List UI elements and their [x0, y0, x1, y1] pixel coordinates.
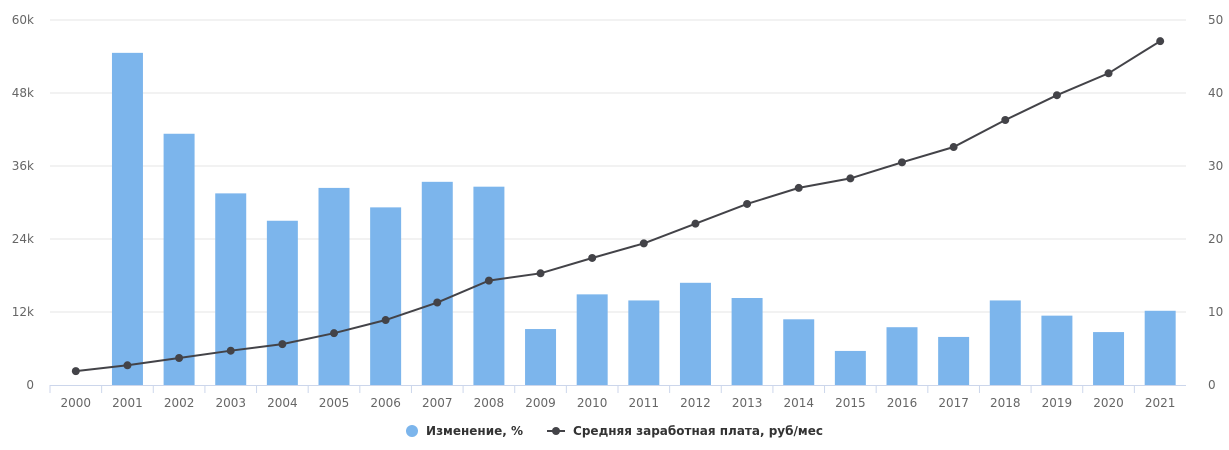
- line-point-2016[interactable]: [898, 158, 906, 167]
- line-point-2006[interactable]: [381, 316, 390, 325]
- x-tick-label: 2020: [1093, 396, 1124, 410]
- x-tick-label: 2018: [990, 396, 1021, 410]
- line-point-2018[interactable]: [1001, 116, 1010, 125]
- y-axis-right: 0 10 20 30 40 50: [1208, 13, 1223, 392]
- legend-bar-label: Изменение, %: [426, 424, 524, 438]
- bar-2010[interactable]: [576, 294, 608, 385]
- line-point-2001[interactable]: [123, 361, 132, 370]
- line-point-2010[interactable]: [588, 253, 597, 262]
- y-left-tick-label: 48k: [12, 86, 34, 100]
- line-point-2013[interactable]: [743, 199, 752, 208]
- x-tick-label: 2010: [577, 396, 608, 410]
- legend-item-line[interactable]: Средняя заработная плата, руб/мес: [547, 424, 823, 438]
- legend-bar-marker-icon: [406, 425, 419, 437]
- line-series: [71, 37, 1165, 376]
- bar-2021[interactable]: [1144, 310, 1176, 385]
- bar-2007[interactable]: [421, 181, 453, 385]
- line-point-2002[interactable]: [175, 353, 184, 362]
- bar-2003[interactable]: [215, 193, 247, 385]
- bar-series: [111, 52, 1176, 385]
- y-left-tick-label: 0: [26, 378, 34, 392]
- y-right-tick-label: 30: [1208, 159, 1223, 173]
- y-right-tick-label: 50: [1208, 13, 1223, 27]
- x-tick-label: 2015: [835, 396, 866, 410]
- y-left-tick-label: 36k: [12, 159, 34, 173]
- bar-2012[interactable]: [679, 282, 711, 385]
- x-tick-label: 2003: [215, 396, 246, 410]
- line-point-2008[interactable]: [484, 276, 493, 285]
- line-point-2012[interactable]: [691, 219, 700, 228]
- x-tick-label: 2009: [525, 396, 556, 410]
- x-tick-label: 2014: [783, 396, 814, 410]
- x-tick-label: 2021: [1145, 396, 1176, 410]
- x-tick-label: 2016: [887, 396, 918, 410]
- bar-2014[interactable]: [783, 319, 815, 385]
- line-point-2003[interactable]: [226, 346, 235, 355]
- line-point-2014[interactable]: [794, 183, 803, 192]
- legend-line-label: Средняя заработная плата, руб/мес: [573, 424, 823, 438]
- bar-2005[interactable]: [318, 187, 350, 385]
- y-right-tick-label: 40: [1208, 86, 1223, 100]
- line-point-2021[interactable]: [1156, 37, 1165, 46]
- bar-2019[interactable]: [1041, 315, 1073, 385]
- x-tick-label: 2013: [732, 396, 763, 410]
- x-tick-label: 2011: [629, 396, 660, 410]
- line-point-2007[interactable]: [433, 298, 442, 307]
- legend-line-marker-icon: [547, 425, 566, 437]
- x-tick-label: 2002: [164, 396, 195, 410]
- x-tick-label: 2000: [61, 396, 92, 410]
- line-point-2004[interactable]: [278, 340, 287, 349]
- y-right-tick-label: 0: [1208, 378, 1216, 392]
- y-left-tick-label: 24k: [12, 232, 34, 246]
- bar-2004[interactable]: [266, 220, 298, 385]
- bar-2015[interactable]: [834, 350, 866, 385]
- x-tick-label: 2004: [267, 396, 298, 410]
- x-tick-label: 2008: [474, 396, 505, 410]
- x-tick-label: 2012: [680, 396, 711, 410]
- x-tick-label: 2006: [370, 396, 401, 410]
- line-point-2005[interactable]: [330, 329, 338, 338]
- y-axis-left: 0 12k 24k 36k 48k 60k: [12, 13, 34, 392]
- line-point-2019[interactable]: [1052, 91, 1061, 100]
- line-point-2020[interactable]: [1104, 69, 1113, 78]
- line-point-2011[interactable]: [639, 239, 648, 248]
- salary-line: [75, 40, 1161, 373]
- x-tick-label: 2019: [1042, 396, 1073, 410]
- y-right-tick-label: 20: [1208, 232, 1223, 246]
- x-axis: 2000 2001 2002 2003 2004 2005 2006 2007 2008 2009…: [49, 385, 1186, 410]
- bar-2011[interactable]: [628, 300, 660, 385]
- line-point-2015[interactable]: [846, 174, 855, 183]
- y-right-tick-label: 10: [1208, 305, 1223, 319]
- x-tick-label: 2007: [422, 396, 453, 410]
- x-tick-label: 2005: [319, 396, 350, 410]
- bar-2016[interactable]: [886, 327, 918, 385]
- x-tick-label: 2001: [112, 396, 143, 410]
- legend: Изменение, % Средняя заработная плата, р…: [0, 424, 1229, 438]
- legend-item-bars[interactable]: Изменение, %: [406, 424, 523, 438]
- bar-2001[interactable]: [111, 52, 143, 385]
- bar-2002[interactable]: [163, 133, 195, 385]
- line-point-2000[interactable]: [71, 367, 80, 376]
- bar-2017[interactable]: [938, 336, 970, 385]
- bar-2020[interactable]: [1093, 332, 1125, 385]
- bar-2006[interactable]: [370, 207, 402, 385]
- y-left-tick-label: 60k: [12, 13, 34, 27]
- x-tick-label: 2017: [938, 396, 969, 410]
- line-point-2017[interactable]: [949, 143, 958, 152]
- bar-2009[interactable]: [525, 329, 557, 385]
- y-left-tick-label: 12k: [12, 305, 34, 319]
- bar-2013[interactable]: [731, 298, 763, 385]
- line-point-2009[interactable]: [536, 269, 545, 278]
- bar-2018[interactable]: [989, 300, 1021, 385]
